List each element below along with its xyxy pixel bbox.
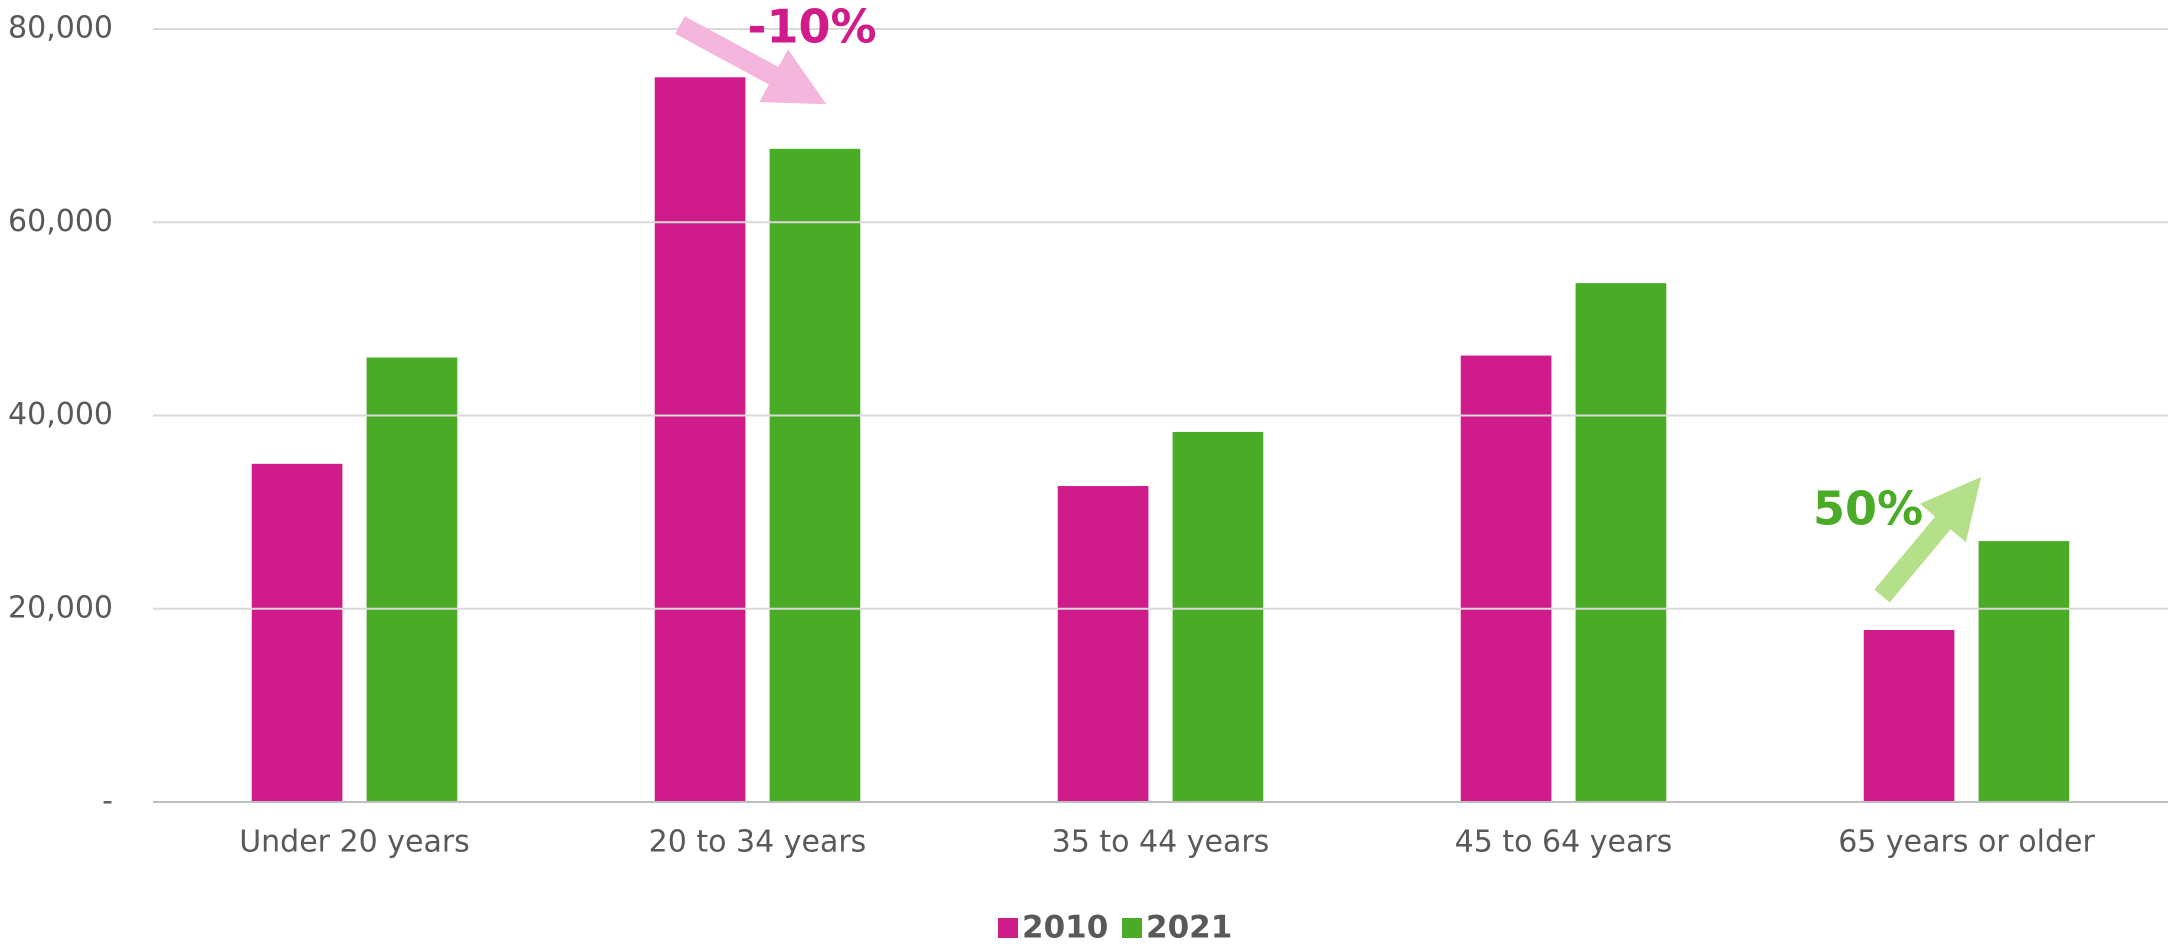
x-tick-label: 45 to 64 years (1455, 825, 1673, 860)
annotation-arrow (1874, 476, 1982, 603)
legend-swatch (998, 918, 1018, 938)
y-tick-label: 60,000 (8, 204, 113, 239)
annotation: -10% (747, 0, 876, 54)
bar (1057, 486, 1149, 802)
bar (769, 148, 861, 802)
bar (1172, 431, 1264, 802)
annotation-arrow (675, 16, 827, 105)
y-tick-label: 80,000 (8, 11, 113, 46)
y-tick-label: 40,000 (8, 397, 113, 432)
bar (654, 77, 746, 802)
legend-label: 2021 (1146, 910, 1232, 944)
bar (1978, 541, 2070, 802)
bar (1863, 630, 1955, 802)
x-tick-label: 65 years or older (1838, 825, 2095, 860)
x-tick-label: Under 20 years (239, 825, 470, 860)
x-tick-label: 35 to 44 years (1052, 825, 1270, 860)
annotation: 50% (1813, 482, 1923, 536)
y-tick-label: - (102, 784, 113, 819)
x-tick-label: 20 to 34 years (649, 825, 867, 860)
bar (366, 357, 458, 802)
legend-label: 2010 (1022, 910, 1108, 944)
bar (251, 463, 343, 802)
legend-swatch (1122, 918, 1142, 938)
y-tick-label: 20,000 (8, 590, 113, 625)
bar (1575, 283, 1667, 802)
bar (1460, 355, 1552, 802)
